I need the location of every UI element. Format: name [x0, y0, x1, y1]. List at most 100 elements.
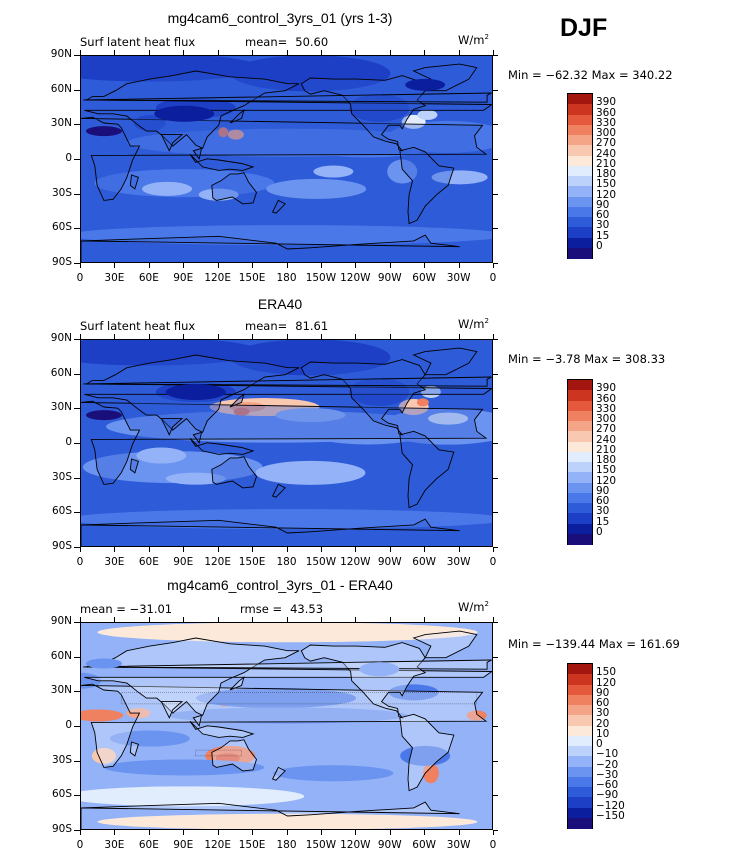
panel-3-japan-outline	[229, 676, 245, 691]
panel-1-lon-tickmark-top-6	[252, 50, 254, 55]
panel-2-lat-tick-4: 0	[65, 436, 72, 448]
panel-2-seasia-outline	[192, 431, 203, 444]
panel-2-stat-value: 81.61	[295, 319, 329, 333]
panel-3-lon-tickmark-10	[389, 830, 391, 835]
panel-1-nz-outline	[271, 199, 286, 214]
panel-1-lat-tickmark-7	[74, 263, 80, 264]
panel-3-lat-tickmark-right-7	[493, 830, 498, 831]
panel-3-lon-tickmark-5	[217, 830, 219, 835]
panel-1-field-blob-3	[81, 225, 492, 246]
panel-2-colorbar-label-3: 330	[596, 402, 617, 415]
panel-2-colorbar-label-7: 210	[596, 443, 617, 456]
panel-2-lon-tick-9: 120W	[340, 556, 371, 568]
panel-3-colorbar-swatch-9	[568, 746, 592, 757]
panel-2-antarctica-outline	[81, 518, 460, 546]
panel-2-colorbar-label-10: 120	[596, 474, 617, 487]
panel-2-lat-tick-6: 60S	[51, 505, 72, 518]
panel-3-lat-tick-1: 90N	[50, 615, 72, 627]
panel-1-stat-value: 50.60	[295, 35, 329, 49]
panel-1-colorbar-label-12: 60	[596, 209, 610, 221]
panel-2-lat-tickmark-4	[74, 443, 80, 444]
panel-1-field-blob-16	[417, 109, 438, 120]
panel-3-colorbar-label-3: 90	[596, 686, 610, 699]
panel-1-lat-tickmark-5	[74, 193, 80, 195]
panel-2-lat-tick-7: 90S	[51, 540, 72, 552]
panel-3-lon-tickmark-top-1	[80, 617, 81, 622]
panel-3-indonesia-outline	[189, 720, 255, 738]
panel-2-lon-tickmark-top-8	[320, 334, 322, 339]
panel-3-lon-tickmark-top-4	[183, 617, 185, 622]
panel-3-field-blob-4	[81, 709, 124, 722]
panel-2-stat-label: mean=	[245, 319, 288, 333]
panel-1-lat-tickmark-1	[74, 55, 80, 56]
panel-1-lon-tickmark-top-10	[389, 50, 391, 55]
panel-1-field-blob-14	[218, 127, 229, 138]
panel-1-europe-outline	[84, 70, 492, 150]
panel-1-lon-tickmark-top-4	[183, 50, 185, 55]
panel-2-variable-label: Surf latent heat flux	[80, 319, 196, 333]
panel-1-colorbar-label-3: 330	[596, 116, 617, 129]
panel-1-lon-tickmark-1	[80, 263, 81, 268]
panel-3-lat-tickmark-right-6	[493, 795, 498, 797]
panel-3-colorbar-label-15: −150	[596, 809, 625, 822]
panel-1-field-blob-7	[388, 120, 492, 153]
panel-2-greenland-outline	[412, 347, 478, 376]
panel-2-colorbar-swatch-6	[568, 431, 592, 442]
panel-3-lat-tickmark-right-1	[493, 622, 498, 623]
panel-2-colorbar-label-6: 240	[596, 433, 617, 446]
panel-2-lat-tickmark-3	[74, 408, 80, 410]
panel-3-lon-tick-9: 120W	[340, 839, 371, 851]
panel-1-field-blob-2	[230, 56, 391, 92]
panel-3-stat-value: 43.53	[290, 602, 324, 616]
panel-1-lon-tick-2: 30E	[104, 272, 125, 284]
panel-2-lat-tick-1: 90N	[50, 332, 72, 344]
panel-2-colorbar-swatch-3	[568, 400, 592, 412]
panel-3-colorbar-swatch-6	[568, 715, 592, 726]
panel-2-colorbar-label-13: 30	[596, 505, 610, 518]
panel-3-minmax: Min = −139.44 Max = 161.69	[508, 637, 680, 651]
panel-1-colorbar-swatch-15	[568, 237, 592, 249]
panel-1-colorbar-label-9: 150	[596, 178, 617, 191]
panel-1-lon-tickmark-top-11	[424, 50, 426, 55]
panel-1-lon-tickmark-3	[148, 263, 150, 268]
panel-3-madagascar-outline	[129, 741, 139, 757]
panel-2-lon-tickmark-2	[114, 547, 116, 552]
panel-3-lat-tickmark-2	[74, 656, 80, 658]
panel-2-colorbar	[567, 379, 593, 545]
panel-3-lon-tickmark-4	[183, 830, 185, 835]
panel-1-colorbar-swatch-10	[568, 186, 592, 197]
panel-1-colorbar-label-15: 0	[596, 239, 603, 252]
panel-2-lon-tickmark-top-2	[114, 334, 116, 339]
panel-3-colorbar-swatch-15	[568, 807, 592, 819]
panel-3-lat-tickmark-1	[74, 622, 80, 623]
panel-2-colorbar-swatch-1	[568, 380, 592, 391]
panel-3-lat-tickmark-7	[74, 830, 80, 831]
panel-1-colorbar-swatch-1	[568, 94, 592, 105]
panel-3-colorbar-label-1: 150	[596, 666, 617, 679]
panel-1-lon-tickmark-10	[389, 263, 391, 268]
panel-3-lon-tickmark-top-2	[114, 617, 116, 622]
panel-3-colorbar-label-9: −10	[596, 748, 619, 761]
panel-2-lat-tick-3: 30N	[50, 401, 72, 414]
panel-1-lat-tick-6: 60S	[51, 221, 72, 234]
panel-1-colorbar-label-6: 240	[596, 147, 617, 160]
panel-3-lon-tickmark-top-11	[424, 617, 426, 622]
panel-1-map	[80, 55, 493, 263]
panel-2-lon-tickmark-3	[148, 547, 150, 552]
panel-2-lon-tickmark-top-9	[355, 334, 357, 339]
panel-2-lon-tickmark-top-1	[80, 334, 81, 339]
panel-2-colorbar-label-4: 300	[596, 413, 617, 425]
panel-3-colorbar-label-12: −60	[596, 779, 619, 791]
panel-1-lon-tickmark-top-13	[493, 50, 494, 55]
panel-1-seasia-outline	[192, 147, 203, 160]
panel-2-lon-tickmark-13	[493, 547, 494, 552]
panel-3-lat-tickmark-right-2	[493, 656, 498, 658]
panel-2-field-blob-14	[275, 408, 346, 423]
panel-2-lon-tick-13: 0	[489, 556, 497, 568]
panel-3-lat-tickmark-right-4	[493, 726, 498, 727]
panel-2-colorbar-swatch-10	[568, 472, 592, 483]
panel-3-field-blob-10	[422, 763, 439, 784]
panel-2-colorbar-swatch-2	[568, 390, 592, 401]
panel-2-lon-tick-4: 90E	[173, 556, 194, 568]
panel-3-lon-tick-3: 60E	[138, 839, 159, 851]
